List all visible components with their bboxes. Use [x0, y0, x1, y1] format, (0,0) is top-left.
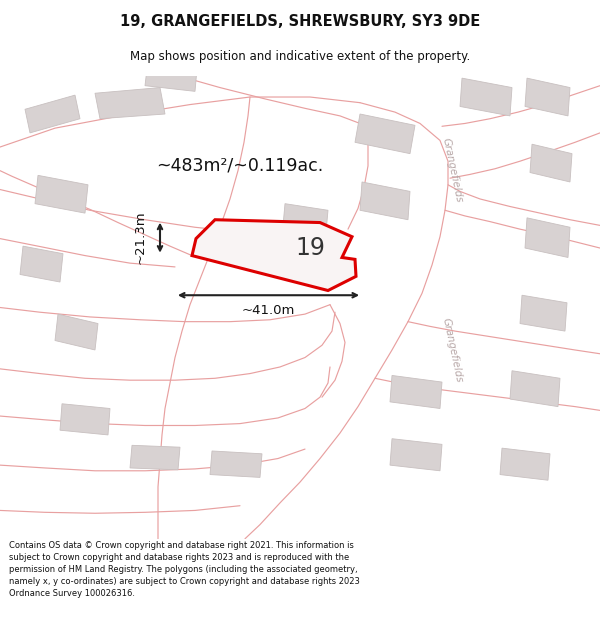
- Polygon shape: [25, 95, 80, 133]
- Polygon shape: [355, 114, 415, 154]
- Text: Map shows position and indicative extent of the property.: Map shows position and indicative extent…: [130, 50, 470, 63]
- Polygon shape: [510, 371, 560, 407]
- Polygon shape: [390, 439, 442, 471]
- Text: ~21.3m: ~21.3m: [133, 211, 146, 264]
- Polygon shape: [35, 176, 88, 213]
- Text: ~483m²/~0.119ac.: ~483m²/~0.119ac.: [157, 157, 323, 175]
- Text: ~41.0m: ~41.0m: [242, 304, 295, 317]
- Polygon shape: [390, 376, 442, 409]
- Polygon shape: [282, 204, 328, 243]
- Text: Contains OS data © Crown copyright and database right 2021. This information is
: Contains OS data © Crown copyright and d…: [9, 541, 360, 598]
- Polygon shape: [500, 448, 550, 480]
- Polygon shape: [210, 451, 262, 478]
- Polygon shape: [525, 218, 570, 258]
- Text: 19, GRANGEFIELDS, SHREWSBURY, SY3 9DE: 19, GRANGEFIELDS, SHREWSBURY, SY3 9DE: [120, 14, 480, 29]
- Polygon shape: [60, 404, 110, 435]
- Polygon shape: [130, 445, 180, 470]
- Polygon shape: [55, 314, 98, 350]
- Polygon shape: [525, 78, 570, 116]
- Text: Grangefields: Grangefields: [440, 138, 464, 204]
- Polygon shape: [460, 78, 512, 116]
- Polygon shape: [520, 295, 567, 331]
- Text: 19: 19: [295, 236, 325, 260]
- Polygon shape: [20, 246, 63, 282]
- Polygon shape: [192, 220, 356, 291]
- Polygon shape: [360, 182, 410, 220]
- Polygon shape: [95, 88, 165, 119]
- Text: Grangefields: Grangefields: [440, 317, 464, 383]
- Polygon shape: [530, 144, 572, 182]
- Polygon shape: [145, 69, 197, 91]
